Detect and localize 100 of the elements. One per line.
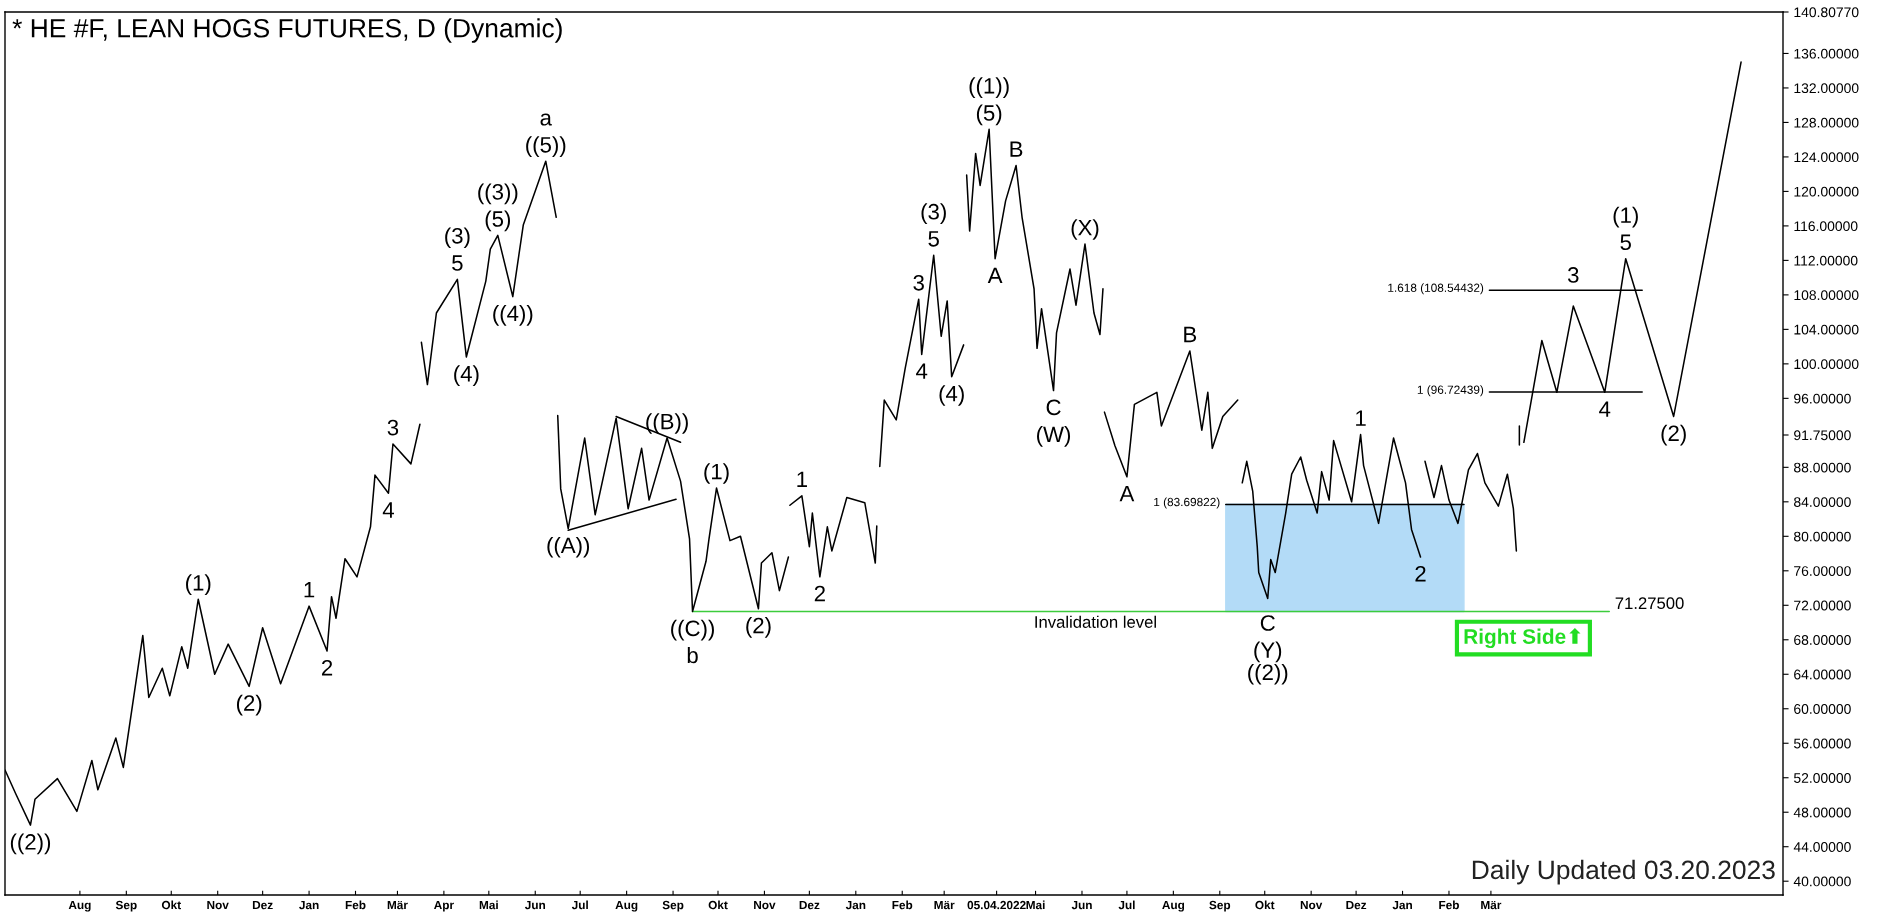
annotation: (1) <box>1613 206 1638 228</box>
x-tick-label: Mai <box>479 900 498 910</box>
y-tick-label: 104.00000 <box>1794 324 1859 335</box>
y-tick-label: 100.00000 <box>1794 359 1859 370</box>
x-tick-label: Mär <box>387 900 408 910</box>
annotation: (4) <box>454 365 479 386</box>
annotation: C <box>1260 615 1275 631</box>
y-tick-label: 128.00000 <box>1794 117 1859 128</box>
x-tick-label: Sep <box>1209 900 1231 912</box>
x-tick-label: Nov <box>207 900 229 910</box>
annotation: (4) <box>939 385 964 406</box>
annotation: ((3)) <box>478 183 518 205</box>
x-tick-label: Dez <box>252 900 273 910</box>
annotation: 2 <box>1415 565 1426 582</box>
x-tick-label: Okt <box>161 900 181 910</box>
x-tick-label: Jan <box>299 900 319 910</box>
annotation: ((2)) <box>1248 663 1288 685</box>
y-tick-label: 96.00000 <box>1794 393 1851 404</box>
y-tick-label: 140.80770 <box>1794 7 1859 18</box>
annotation: ((4)) <box>493 304 533 326</box>
annotation: 4 <box>382 502 394 518</box>
y-tick-label: 56.00000 <box>1793 738 1851 749</box>
annotation: Daily Updated 03.20.2023 <box>1472 859 1775 885</box>
annotation: 4 <box>1599 401 1611 417</box>
x-tick-label: Mai <box>1026 900 1045 910</box>
annotation: 5 <box>1620 234 1631 251</box>
x-tick-label: 05.04.2022 <box>967 900 1026 910</box>
annotation: ((B)) <box>646 413 688 434</box>
y-tick-label: 52.00000 <box>1793 773 1851 783</box>
annotation: 3 <box>387 419 399 436</box>
annotation: (W) <box>1037 426 1071 447</box>
y-tick-label: 132.00000 <box>1794 83 1859 94</box>
annotation: ((1)) <box>969 77 1009 99</box>
x-tick-label: Feb <box>345 900 366 910</box>
y-tick-label: 72.00000 <box>1794 600 1851 611</box>
y-tick-label: 48.00000 <box>1793 807 1851 818</box>
x-tick-label: Mär <box>1481 900 1502 910</box>
y-tick-label: 91.75000 <box>1794 430 1851 441</box>
annotation: 1 (83.69822) <box>1154 497 1220 509</box>
y-tick-label: 120.00000 <box>1794 186 1859 197</box>
y-tick-label: 80.00000 <box>1794 531 1851 542</box>
annotation: ((A)) <box>547 536 590 558</box>
annotation: 1 <box>1356 410 1366 426</box>
annotation: 1 <box>304 582 315 598</box>
x-tick-label: Feb <box>892 900 913 910</box>
x-tick-label: Jun <box>524 900 546 910</box>
y-tick-label: 116.00000 <box>1794 221 1858 232</box>
x-tick-label: Jun <box>1071 900 1092 910</box>
annotation: 1.618 (108.54432) <box>1388 283 1484 295</box>
annotation: (1) <box>704 463 729 484</box>
y-tick-label: 64.00000 <box>1794 669 1851 680</box>
annotation: ((5)) <box>526 136 566 158</box>
annotation: (2) <box>236 694 262 716</box>
annotation: Invalidation level <box>1035 615 1156 628</box>
annotation: ((2)) <box>10 833 51 855</box>
x-tick-label: Feb <box>1439 900 1459 910</box>
annotation: ((C)) <box>671 619 714 641</box>
y-tick-label: 84.00000 <box>1794 497 1851 507</box>
annotation: A <box>987 267 1003 284</box>
annotation: (Y) <box>1254 641 1282 663</box>
annotation: 3 <box>1567 267 1579 283</box>
annotation: 5 <box>452 255 463 271</box>
chart-title: * HE #F, LEAN HOGS FUTURES, D (Dynamic) <box>12 18 562 43</box>
x-tick-label: Jan <box>845 900 866 910</box>
annotation: (5) <box>976 104 1002 126</box>
x-tick-label: Sep <box>115 900 137 912</box>
annotation: a <box>540 113 552 126</box>
y-tick-label: 40.00000 <box>1793 876 1851 887</box>
y-tick-label: 76.00000 <box>1794 566 1851 576</box>
x-tick-label: Jul <box>1118 900 1135 910</box>
annotation: C <box>1046 399 1061 416</box>
annotation: (2) <box>1661 424 1686 446</box>
annotation: B <box>1184 326 1197 343</box>
x-tick-label: Apr <box>434 900 454 912</box>
annotation: B <box>1010 141 1023 157</box>
annotation: (3) <box>921 203 946 224</box>
annotation: 2 <box>321 659 333 676</box>
x-tick-label: Aug <box>68 900 91 912</box>
x-tick-label: Mär <box>934 900 955 910</box>
annotation: 4 <box>916 363 928 379</box>
y-tick-label: 68.00000 <box>1794 635 1851 645</box>
annotation: 1 <box>797 471 807 488</box>
annotation: b <box>687 646 698 664</box>
x-tick-label: Okt <box>1255 900 1275 910</box>
x-tick-label: Nov <box>754 900 776 910</box>
annotation: Right Side⬆ <box>1464 627 1581 649</box>
annotation: 71.27500 <box>1615 597 1684 610</box>
x-tick-label: Dez <box>1346 900 1367 910</box>
x-tick-label: Okt <box>708 900 728 910</box>
y-tick-label: 112.00000 <box>1794 255 1858 266</box>
y-tick-label: 136.00000 <box>1794 48 1859 59</box>
y-tick-label: 44.00000 <box>1793 842 1851 852</box>
x-tick-label: Aug <box>615 900 638 912</box>
y-tick-label: 88.00000 <box>1794 462 1851 473</box>
annotation: (2) <box>746 617 771 638</box>
x-tick-label: Sep <box>662 900 684 912</box>
annotation: (5) <box>485 210 511 232</box>
annotation: (1) <box>186 574 211 596</box>
annotation: (3) <box>445 227 470 249</box>
x-tick-label: Aug <box>1162 900 1185 912</box>
